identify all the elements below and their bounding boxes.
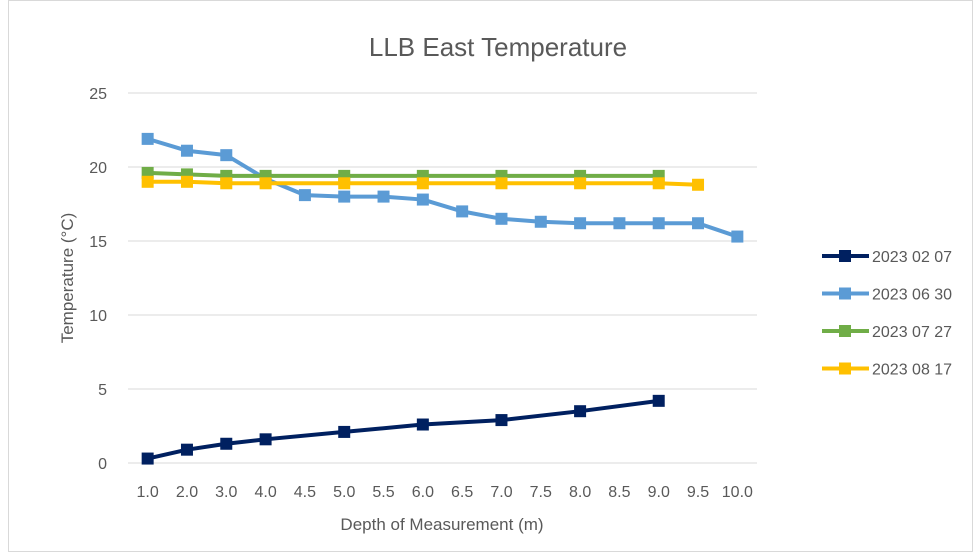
x-tick-label: 4.5 bbox=[294, 484, 316, 501]
data-point-marker bbox=[692, 178, 705, 191]
x-tick-label: 8.5 bbox=[608, 484, 630, 501]
data-point-marker bbox=[456, 205, 469, 218]
data-point-marker bbox=[416, 193, 429, 206]
x-tick-label: 5.5 bbox=[372, 484, 394, 501]
y-tick-label: 10 bbox=[89, 308, 107, 325]
data-point-marker bbox=[180, 144, 193, 157]
data-point-marker bbox=[141, 175, 154, 188]
x-tick-label: 8.0 bbox=[569, 484, 591, 501]
series-1 bbox=[141, 132, 744, 243]
legend-label: 2023 08 17 bbox=[872, 362, 952, 379]
x-axis-title: Depth of Measurement (m) bbox=[340, 515, 543, 534]
data-point-marker bbox=[141, 132, 154, 145]
data-point-marker bbox=[534, 215, 547, 228]
data-point-marker bbox=[338, 177, 351, 190]
x-tick-label: 2.0 bbox=[176, 484, 198, 501]
gridlines bbox=[128, 92, 757, 464]
y-tick-label: 5 bbox=[98, 382, 107, 399]
legend-marker bbox=[839, 325, 851, 337]
data-point-marker bbox=[298, 189, 311, 202]
x-tick-label: 6.5 bbox=[451, 484, 473, 501]
data-point-marker bbox=[574, 217, 587, 230]
data-point-marker bbox=[495, 177, 508, 190]
x-tick-label: 7.0 bbox=[490, 484, 512, 501]
legend: 2023 02 07 2023 06 30 2023 07 27 2023 08 17 bbox=[822, 249, 952, 379]
series-2 bbox=[141, 166, 665, 182]
legend-item: 2023 02 07 bbox=[822, 249, 952, 266]
plot-series bbox=[141, 132, 744, 465]
chart-area bbox=[8, 0, 973, 552]
x-tick-label: 4.0 bbox=[254, 484, 276, 501]
data-point-marker bbox=[220, 149, 233, 162]
y-axis-ticks: 0 5 10 15 20 25 bbox=[89, 86, 107, 473]
legend-item: 2023 08 17 bbox=[822, 362, 952, 379]
data-point-marker bbox=[338, 190, 351, 203]
data-point-marker bbox=[731, 230, 744, 243]
x-tick-label: 10.0 bbox=[722, 484, 753, 501]
x-axis-ticks: 1.0 2.0 3.0 4.0 4.5 5.0 5.5 6.0 6.5 7.0 7.5 8.0 8.5 9… bbox=[137, 484, 753, 501]
x-tick-label: 9.5 bbox=[687, 484, 709, 501]
data-point-marker bbox=[613, 217, 626, 230]
y-tick-label: 25 bbox=[89, 86, 107, 103]
legend-label: 2023 02 07 bbox=[872, 249, 952, 266]
x-tick-label: 7.5 bbox=[530, 484, 552, 501]
legend-marker bbox=[839, 250, 851, 262]
x-tick-label: 6.0 bbox=[412, 484, 434, 501]
data-point-marker bbox=[220, 437, 233, 450]
legend-marker bbox=[839, 362, 851, 375]
y-tick-label: 20 bbox=[89, 160, 107, 177]
data-point-marker bbox=[495, 212, 508, 225]
series-0 bbox=[141, 394, 665, 465]
data-point-marker bbox=[574, 405, 587, 418]
legend-label: 2023 06 30 bbox=[872, 287, 952, 304]
chart-title: LLB East Temperature bbox=[369, 32, 627, 62]
data-point-marker bbox=[141, 452, 154, 465]
series-3 bbox=[141, 175, 705, 191]
data-point-marker bbox=[180, 175, 193, 188]
data-point-marker bbox=[652, 217, 665, 230]
legend-item: 2023 07 27 bbox=[822, 324, 952, 341]
data-point-marker bbox=[338, 425, 351, 438]
y-axis-title: Temperature (°C) bbox=[58, 213, 77, 344]
data-point-marker bbox=[652, 394, 665, 407]
legend-item: 2023 06 30 bbox=[822, 287, 952, 304]
data-point-marker bbox=[495, 414, 508, 427]
data-point-marker bbox=[180, 443, 193, 456]
y-tick-label: 0 bbox=[98, 456, 107, 473]
series-line bbox=[145, 136, 740, 239]
data-point-marker bbox=[259, 177, 272, 190]
data-point-marker bbox=[574, 177, 587, 190]
y-tick-label: 15 bbox=[89, 234, 107, 251]
data-point-marker bbox=[416, 418, 429, 431]
x-tick-label: 9.0 bbox=[648, 484, 670, 501]
data-point-marker bbox=[652, 177, 665, 190]
legend-marker bbox=[839, 287, 851, 300]
x-tick-label: 5.0 bbox=[333, 484, 355, 501]
data-point-marker bbox=[416, 177, 429, 190]
data-point-marker bbox=[259, 433, 272, 446]
data-point-marker bbox=[220, 177, 233, 190]
legend-label: 2023 07 27 bbox=[872, 324, 952, 341]
data-point-marker bbox=[377, 190, 390, 203]
x-tick-label: 1.0 bbox=[137, 484, 159, 501]
data-point-marker bbox=[692, 217, 705, 230]
x-tick-label: 3.0 bbox=[215, 484, 237, 501]
series-line bbox=[145, 179, 701, 187]
